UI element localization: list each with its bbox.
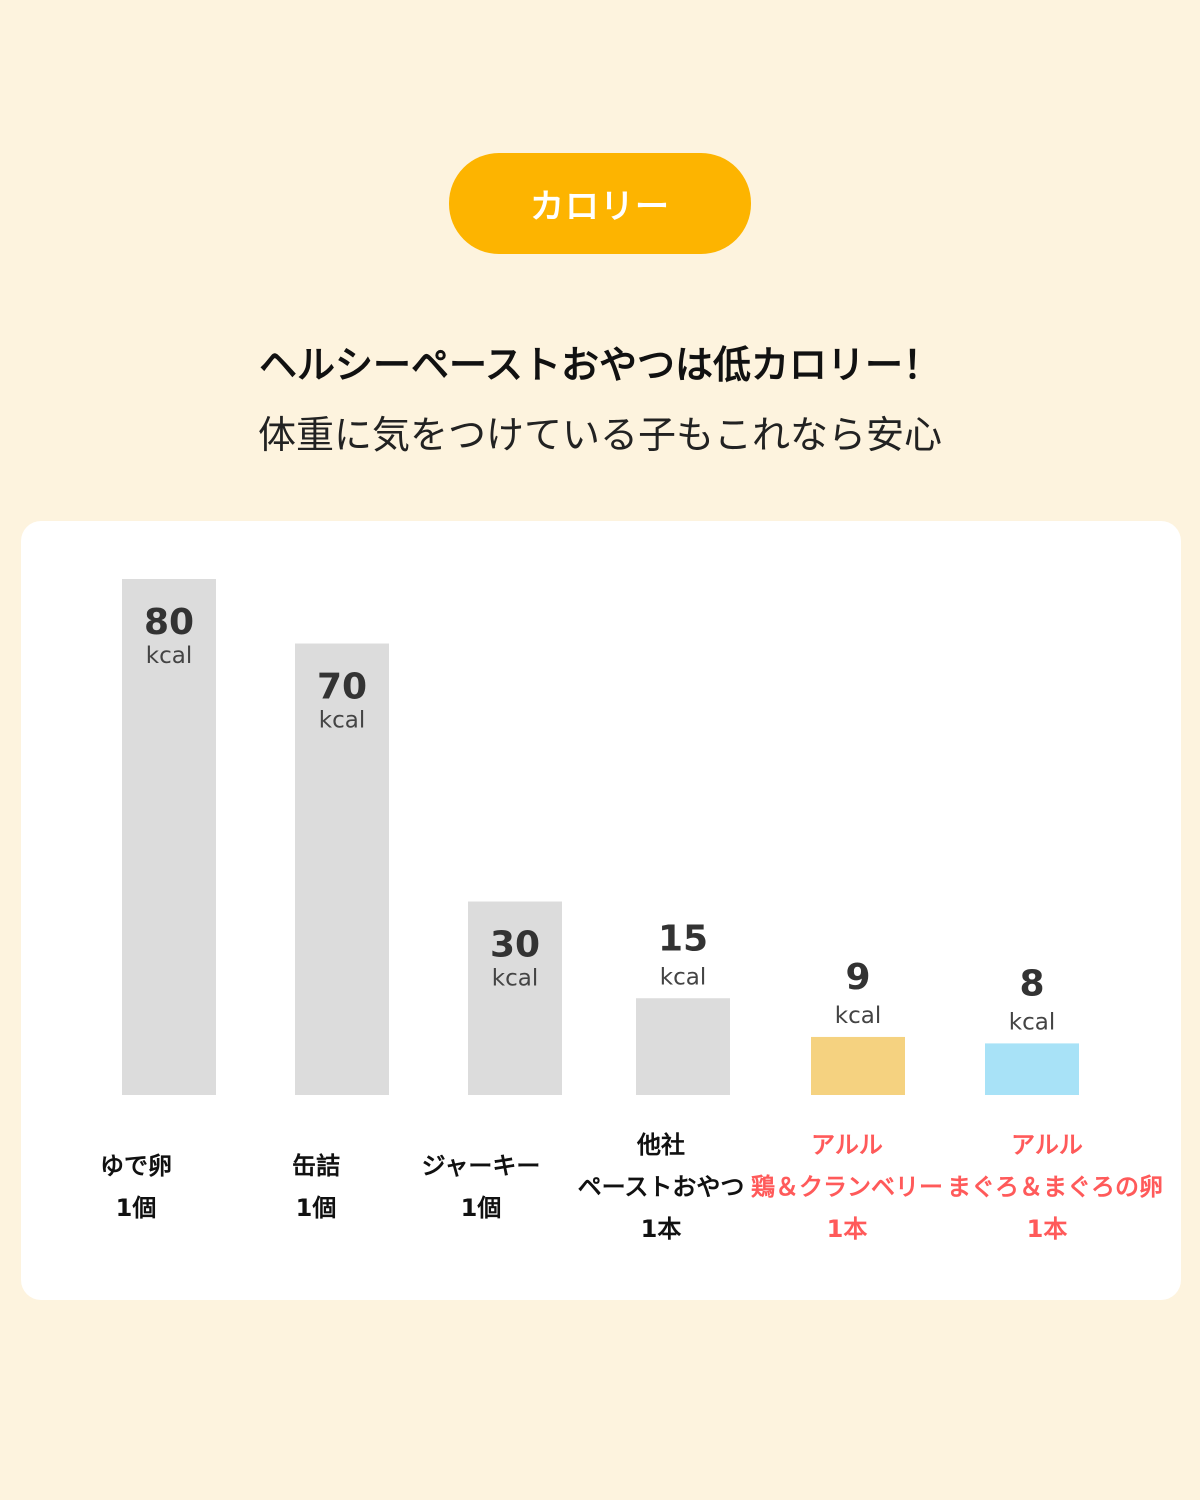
headline: ヘルシーペーストおやつは低カロリー！ (258, 343, 942, 387)
bar-unit-label: kcal (835, 1003, 881, 1029)
category-label-line: 鶏＆クランベリー (751, 1173, 943, 1201)
bar-value-label: 9 (845, 957, 870, 998)
bar-unit-label: kcal (319, 708, 365, 734)
category-label-line: 1本 (640, 1215, 682, 1243)
bar-value-label: 30 (490, 925, 540, 966)
category-label-line: ペーストおやつ (577, 1173, 745, 1201)
category-label-4: 他社ペーストおやつ 1本 (561, 1124, 761, 1250)
category-label-line: 他社 (637, 1131, 685, 1159)
bar-unit-label: kcal (492, 966, 538, 992)
bar-value-label: 70 (317, 667, 367, 708)
category-label-1: ゆで卵 1個 (36, 1145, 236, 1229)
category-label-line: アルル (811, 1131, 883, 1159)
bar-unit-label: kcal (660, 964, 706, 990)
bar-unit-label: kcal (1009, 1009, 1055, 1035)
category-label-line: まぐろ＆まぐろの卵 (947, 1173, 1163, 1201)
category-badge-label: カロリー (530, 187, 670, 227)
category-label-line: アルル (1011, 1131, 1083, 1159)
category-label-6: アルルまぐろ＆まぐろの卵 1本 (947, 1124, 1163, 1250)
category-label-line: 缶詰 (292, 1152, 340, 1180)
category-label-line: 1個 (460, 1194, 502, 1222)
bar-value-label: 80 (144, 602, 194, 643)
category-label-line: 1個 (295, 1194, 337, 1222)
category-badge: カロリー (449, 153, 751, 254)
bar-1 (122, 579, 216, 1095)
bar-2 (295, 643, 389, 1095)
category-label-line: 1本 (1026, 1215, 1068, 1243)
category-label-5: アルル鶏＆クランベリー 1本 (747, 1124, 947, 1250)
bar-value-label: 15 (658, 918, 708, 959)
category-label-3: ジャーキー 1個 (381, 1145, 581, 1229)
chart-card: 80 kcal 70 kcal 30 kcal 15 kcal 9 kcal 8 kcal ゆで卵 1個… (21, 521, 1181, 1300)
bar-4 (636, 998, 730, 1095)
bar-3 (468, 901, 562, 1095)
bar-5 (811, 1036, 905, 1095)
bar-value-label: 8 (1019, 963, 1044, 1004)
category-label-line: ゆで卵 (100, 1152, 172, 1180)
category-label-line: 1本 (826, 1215, 868, 1243)
category-label-2: 缶詰 1個 (216, 1145, 416, 1229)
bar-6 (985, 1043, 1079, 1095)
bar-unit-label: kcal (146, 643, 192, 669)
subheadline: 体重に気をつけている子もこれなら安心 (257, 413, 942, 457)
category-label-line: ジャーキー (421, 1152, 541, 1180)
category-label-line: 1個 (115, 1194, 157, 1222)
